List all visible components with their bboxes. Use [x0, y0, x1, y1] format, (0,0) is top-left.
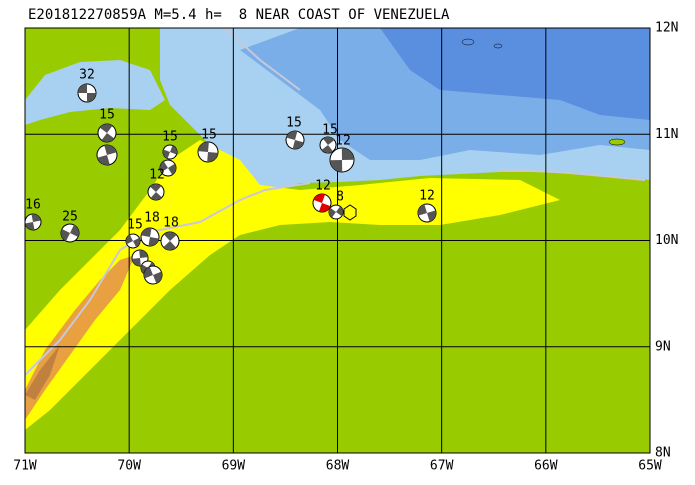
beachball — [328, 204, 344, 220]
beachball — [97, 123, 117, 143]
beachball-quadrant — [318, 203, 331, 212]
beachball-quadrant — [150, 184, 162, 192]
beachball — [417, 203, 437, 223]
beachball — [162, 144, 178, 160]
lon-label: 66W — [534, 459, 558, 474]
mountains — [25, 255, 135, 420]
beachball-quadrant — [126, 234, 133, 245]
lat-label: 9N — [655, 339, 671, 354]
beachball-quadrant — [427, 210, 436, 222]
beachball-quadrant — [330, 160, 343, 172]
beachball-quadrant — [104, 145, 117, 155]
depth-label: 32 — [79, 68, 95, 83]
lat-label: 11N — [655, 127, 678, 142]
depth-label: 15 — [127, 218, 143, 233]
beachball — [140, 227, 160, 247]
deeper-sea — [380, 28, 650, 120]
beachball-quadrant — [163, 149, 170, 159]
beachball-quadrant — [139, 250, 148, 258]
beachball-quadrant — [163, 232, 177, 241]
depth-label: 16 — [25, 198, 41, 213]
depth-label: 12 — [149, 168, 165, 183]
beachball — [312, 193, 332, 213]
lon-label: 70W — [117, 459, 141, 474]
beachball-quadrant — [321, 145, 333, 153]
depth-label: 25 — [62, 210, 78, 225]
lon-label: 71W — [13, 459, 37, 474]
beachball-quadrant — [87, 93, 96, 102]
beachball-quadrant — [418, 204, 427, 216]
beachball-quadrant — [163, 241, 177, 250]
beachball — [96, 144, 118, 166]
beachball-quadrant — [170, 145, 177, 155]
title: E201812270859A M=5.4 h= 8 NEAR COAST OF … — [28, 7, 450, 23]
beachball-quadrant — [292, 140, 304, 149]
beachball — [125, 233, 141, 249]
beachball-quadrant — [78, 84, 87, 93]
depth-label: 8 — [336, 190, 344, 205]
beachball-quadrant — [97, 155, 110, 165]
lon-label: 65W — [638, 459, 662, 474]
beachball-quadrant — [99, 124, 113, 133]
lon-label: 68W — [326, 459, 350, 474]
beachball-quadrant — [61, 229, 70, 242]
lat-label: 8N — [655, 446, 671, 461]
beachball-quadrant — [313, 194, 326, 203]
beachball-quadrant — [70, 224, 79, 237]
axis-labels: 71W 70W 69W 68W 67W 66W 65W 12N 11N 10N 9N 8N — [13, 21, 678, 474]
beachball-quadrant — [132, 258, 141, 266]
beachball-quadrant — [141, 228, 152, 237]
beachball — [77, 83, 97, 103]
beachball-quadrant — [150, 192, 162, 200]
lon-label: 69W — [222, 459, 246, 474]
beachball — [60, 223, 80, 243]
beachball-quadrant — [141, 264, 148, 275]
beachball-quadrant — [101, 133, 115, 142]
beachball-quadrant — [25, 222, 35, 230]
depth-label: 15 — [99, 108, 115, 123]
beachball — [197, 141, 219, 163]
depth-label: 15 — [286, 116, 302, 131]
depth-label: 15 — [201, 128, 217, 143]
peaks — [25, 345, 60, 400]
beachball — [159, 159, 177, 177]
lat-label: 12N — [655, 21, 678, 36]
depth-label: 18 — [144, 211, 160, 226]
beachball-quadrant — [323, 137, 335, 145]
beachball — [319, 136, 337, 154]
beachball — [285, 130, 305, 150]
beachball-quadrant — [329, 207, 336, 218]
beachball — [160, 231, 180, 251]
event-marker — [343, 204, 357, 221]
beachball-quadrant — [168, 163, 176, 175]
beachball-quadrant — [341, 148, 354, 160]
depth-label: 15 — [322, 123, 338, 138]
depth-label: 12 — [335, 134, 351, 149]
islands — [461, 38, 626, 146]
lat-label: 10N — [655, 233, 678, 248]
beachball-quadrant — [148, 237, 159, 246]
beachball-quadrant — [31, 214, 41, 222]
beachball-quadrant — [286, 131, 298, 140]
beachball — [143, 265, 163, 285]
beachball-quadrant — [160, 161, 168, 173]
depth-label: 12 — [419, 189, 435, 204]
beachball-quadrant — [144, 266, 153, 279]
depth-label: 15 — [162, 130, 178, 145]
depth-label: 18 — [163, 216, 179, 231]
beachball-quadrant — [198, 142, 209, 152]
beachball-quadrant — [207, 152, 218, 162]
beachball — [329, 147, 355, 173]
beachball-quadrant — [153, 271, 162, 284]
depth-label: 12 — [315, 179, 331, 194]
beachball-quadrant — [133, 237, 140, 248]
beachball-quadrant — [336, 206, 343, 217]
frame — [24, 27, 651, 454]
lon-label: 67W — [430, 459, 454, 474]
beachball — [147, 183, 165, 201]
